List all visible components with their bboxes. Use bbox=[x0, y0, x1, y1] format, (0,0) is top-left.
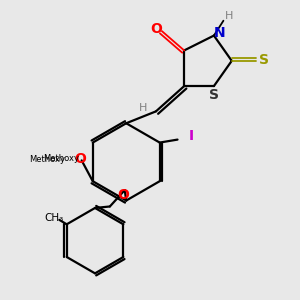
Text: S: S bbox=[259, 53, 269, 67]
Text: O: O bbox=[74, 152, 86, 166]
Text: S: S bbox=[209, 88, 220, 102]
Text: O: O bbox=[117, 188, 129, 203]
Text: Methoxy: Methoxy bbox=[44, 154, 80, 164]
Text: CH₃: CH₃ bbox=[44, 213, 64, 224]
Text: N: N bbox=[213, 26, 225, 40]
Text: Methoxy: Methoxy bbox=[29, 155, 65, 164]
Text: I: I bbox=[188, 129, 194, 143]
Text: H: H bbox=[139, 103, 148, 113]
Text: O: O bbox=[151, 22, 163, 36]
Text: H: H bbox=[225, 11, 233, 21]
